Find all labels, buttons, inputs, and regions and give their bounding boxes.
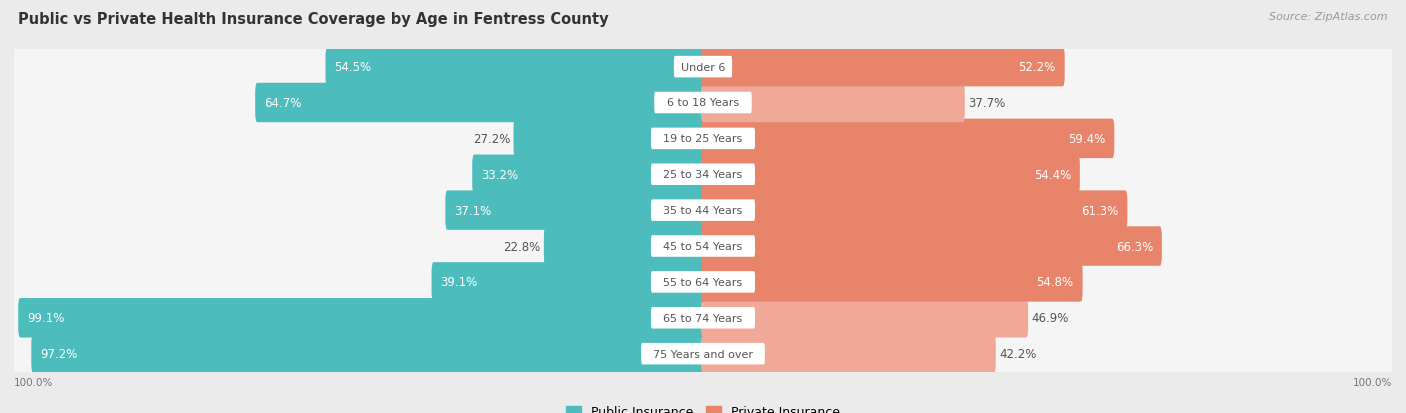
- FancyBboxPatch shape: [14, 144, 1392, 206]
- Text: 25 to 34 Years: 25 to 34 Years: [664, 170, 742, 180]
- FancyBboxPatch shape: [702, 263, 1083, 302]
- FancyBboxPatch shape: [702, 83, 965, 123]
- FancyBboxPatch shape: [14, 36, 1392, 99]
- FancyBboxPatch shape: [641, 343, 765, 365]
- Text: 65 to 74 Years: 65 to 74 Years: [664, 313, 742, 323]
- Text: 61.3%: 61.3%: [1081, 204, 1118, 217]
- Text: 100.0%: 100.0%: [14, 377, 53, 387]
- FancyBboxPatch shape: [14, 287, 1392, 349]
- Text: 33.2%: 33.2%: [481, 169, 519, 181]
- FancyBboxPatch shape: [14, 72, 1392, 134]
- FancyBboxPatch shape: [254, 83, 704, 123]
- Text: 97.2%: 97.2%: [41, 347, 77, 360]
- FancyBboxPatch shape: [702, 334, 995, 373]
- FancyBboxPatch shape: [651, 164, 755, 185]
- FancyBboxPatch shape: [702, 48, 1064, 87]
- FancyBboxPatch shape: [432, 263, 704, 302]
- Text: Public vs Private Health Insurance Coverage by Age in Fentress County: Public vs Private Health Insurance Cover…: [18, 12, 609, 27]
- Text: 46.9%: 46.9%: [1032, 311, 1069, 325]
- FancyBboxPatch shape: [651, 307, 755, 329]
- Text: 37.1%: 37.1%: [454, 204, 492, 217]
- Text: 64.7%: 64.7%: [264, 97, 301, 110]
- Text: 22.8%: 22.8%: [503, 240, 540, 253]
- FancyBboxPatch shape: [472, 155, 704, 195]
- Text: 59.4%: 59.4%: [1069, 133, 1105, 145]
- FancyBboxPatch shape: [14, 180, 1392, 242]
- FancyBboxPatch shape: [446, 191, 704, 230]
- FancyBboxPatch shape: [18, 298, 704, 338]
- Text: Under 6: Under 6: [681, 62, 725, 72]
- Text: Source: ZipAtlas.com: Source: ZipAtlas.com: [1270, 12, 1388, 22]
- FancyBboxPatch shape: [702, 155, 1080, 195]
- Text: 42.2%: 42.2%: [1000, 347, 1036, 360]
- FancyBboxPatch shape: [651, 236, 755, 257]
- Text: 54.5%: 54.5%: [335, 61, 371, 74]
- Text: 27.2%: 27.2%: [472, 133, 510, 145]
- FancyBboxPatch shape: [325, 48, 704, 87]
- FancyBboxPatch shape: [651, 200, 755, 221]
- Text: 100.0%: 100.0%: [1353, 377, 1392, 387]
- Legend: Public Insurance, Private Insurance: Public Insurance, Private Insurance: [561, 401, 845, 413]
- Text: 45 to 54 Years: 45 to 54 Years: [664, 242, 742, 252]
- FancyBboxPatch shape: [673, 57, 733, 78]
- FancyBboxPatch shape: [14, 251, 1392, 313]
- FancyBboxPatch shape: [651, 271, 755, 293]
- FancyBboxPatch shape: [702, 191, 1128, 230]
- FancyBboxPatch shape: [651, 128, 755, 150]
- FancyBboxPatch shape: [702, 119, 1115, 159]
- Text: 37.7%: 37.7%: [969, 97, 1005, 110]
- Text: 35 to 44 Years: 35 to 44 Years: [664, 206, 742, 216]
- FancyBboxPatch shape: [14, 108, 1392, 170]
- Text: 54.8%: 54.8%: [1036, 276, 1074, 289]
- Text: 6 to 18 Years: 6 to 18 Years: [666, 98, 740, 108]
- FancyBboxPatch shape: [14, 215, 1392, 278]
- FancyBboxPatch shape: [513, 119, 704, 159]
- Text: 99.1%: 99.1%: [27, 311, 65, 325]
- Text: 19 to 25 Years: 19 to 25 Years: [664, 134, 742, 144]
- FancyBboxPatch shape: [14, 323, 1392, 385]
- Text: 66.3%: 66.3%: [1115, 240, 1153, 253]
- FancyBboxPatch shape: [654, 93, 752, 114]
- FancyBboxPatch shape: [544, 227, 704, 266]
- FancyBboxPatch shape: [702, 227, 1161, 266]
- FancyBboxPatch shape: [31, 334, 704, 373]
- Text: 55 to 64 Years: 55 to 64 Years: [664, 277, 742, 287]
- Text: 75 Years and over: 75 Years and over: [652, 349, 754, 359]
- Text: 52.2%: 52.2%: [1018, 61, 1056, 74]
- Text: 39.1%: 39.1%: [440, 276, 478, 289]
- Text: 54.4%: 54.4%: [1033, 169, 1071, 181]
- FancyBboxPatch shape: [702, 298, 1028, 338]
